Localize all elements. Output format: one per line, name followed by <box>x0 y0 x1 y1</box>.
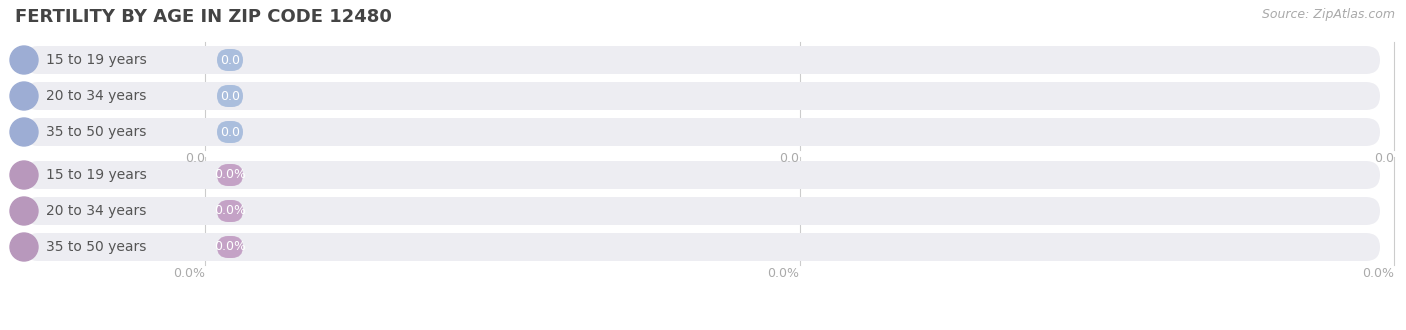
FancyBboxPatch shape <box>217 121 243 143</box>
Text: 15 to 19 years: 15 to 19 years <box>46 168 146 182</box>
FancyBboxPatch shape <box>24 118 1381 146</box>
Text: 15 to 19 years: 15 to 19 years <box>46 53 146 67</box>
Text: 0.0: 0.0 <box>219 53 240 67</box>
Text: 20 to 34 years: 20 to 34 years <box>46 204 146 218</box>
Text: 0.0: 0.0 <box>1374 152 1393 165</box>
Circle shape <box>10 161 38 189</box>
Text: 0.0: 0.0 <box>779 152 800 165</box>
Circle shape <box>10 233 38 261</box>
Circle shape <box>10 82 38 110</box>
Circle shape <box>10 118 38 146</box>
Text: 0.0: 0.0 <box>219 125 240 139</box>
FancyBboxPatch shape <box>24 233 1381 261</box>
Text: 20 to 34 years: 20 to 34 years <box>46 89 146 103</box>
Text: Source: ZipAtlas.com: Source: ZipAtlas.com <box>1263 8 1395 21</box>
FancyBboxPatch shape <box>24 161 1381 189</box>
Text: 0.0%: 0.0% <box>1362 267 1393 280</box>
Circle shape <box>10 197 38 225</box>
Text: 0.0%: 0.0% <box>214 169 246 182</box>
FancyBboxPatch shape <box>217 164 243 186</box>
Text: 35 to 50 years: 35 to 50 years <box>46 240 146 254</box>
Text: 0.0: 0.0 <box>219 89 240 103</box>
FancyBboxPatch shape <box>24 197 1381 225</box>
FancyBboxPatch shape <box>24 46 1381 74</box>
Text: 0.0%: 0.0% <box>173 267 205 280</box>
FancyBboxPatch shape <box>24 82 1381 110</box>
FancyBboxPatch shape <box>217 200 243 222</box>
Text: 0.0: 0.0 <box>186 152 205 165</box>
Text: FERTILITY BY AGE IN ZIP CODE 12480: FERTILITY BY AGE IN ZIP CODE 12480 <box>15 8 392 26</box>
FancyBboxPatch shape <box>217 236 243 258</box>
Text: 35 to 50 years: 35 to 50 years <box>46 125 146 139</box>
Circle shape <box>10 46 38 74</box>
Text: 0.0%: 0.0% <box>768 267 800 280</box>
Text: 0.0%: 0.0% <box>214 205 246 217</box>
Text: 0.0%: 0.0% <box>214 241 246 253</box>
FancyBboxPatch shape <box>217 85 243 107</box>
FancyBboxPatch shape <box>217 49 243 71</box>
